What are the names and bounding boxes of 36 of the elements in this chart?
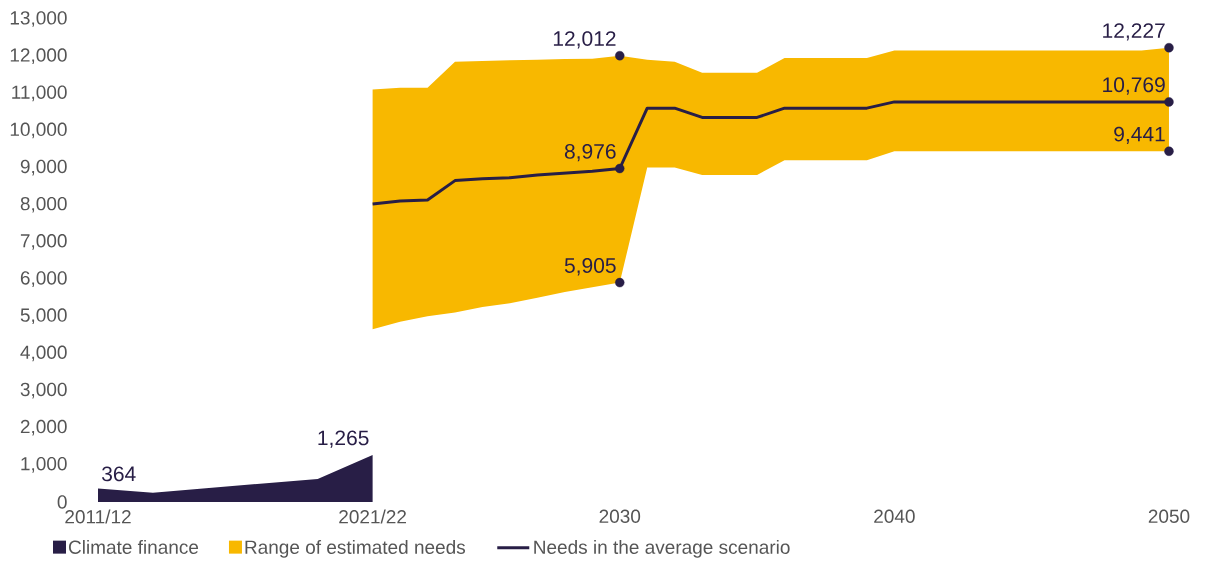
point xyxy=(1164,43,1174,53)
x-tick-label: 2011/12 xyxy=(65,509,131,524)
legend-label: Range of estimated needs xyxy=(245,540,466,558)
point xyxy=(615,277,625,288)
y-tick-label: 0 xyxy=(57,495,67,509)
legend-label: Climate finance xyxy=(68,540,199,554)
y-tick-label: 12,000 xyxy=(10,48,67,64)
y-tick-label: 1,000 xyxy=(21,456,67,473)
annotation: 1,265 xyxy=(318,430,369,448)
y-tick-label: 10,000 xyxy=(10,122,67,139)
y-tick-label: 2,000 xyxy=(20,419,67,436)
point xyxy=(1164,97,1174,107)
legend-label: Needs in the average scenario xyxy=(534,540,790,558)
point xyxy=(615,51,625,61)
annotation: 12,012 xyxy=(553,31,616,49)
y-tick-label: 11,000 xyxy=(12,85,67,102)
annotation: 12,227 xyxy=(1103,23,1165,41)
annotation: 8,976 xyxy=(564,143,616,162)
y-tick-label: 8,000 xyxy=(20,196,67,213)
y-tick-label: 5,000 xyxy=(20,308,67,325)
annotation: 5,905 xyxy=(564,258,616,276)
x-tick-label: 2040 xyxy=(874,509,915,523)
y-tick-label: 4,000 xyxy=(20,345,67,362)
x-tick-label: 2030 xyxy=(599,509,641,523)
x-tick-label: 2021/22 xyxy=(339,509,406,524)
annotation: 364 xyxy=(102,466,136,482)
y-tick-label: 6,000 xyxy=(20,271,67,287)
y-tick-label: 13,000 xyxy=(10,11,67,27)
y-tick-label: 3,000 xyxy=(20,382,67,399)
y-tick-label: 7,000 xyxy=(20,234,67,250)
point xyxy=(615,163,625,174)
annotation: 9,441 xyxy=(1114,126,1165,145)
annotation: 10,769 xyxy=(1103,77,1165,95)
point xyxy=(1164,146,1174,156)
x-tick-label: 2050 xyxy=(1148,509,1190,523)
y-tick-label: 9,000 xyxy=(20,159,67,176)
